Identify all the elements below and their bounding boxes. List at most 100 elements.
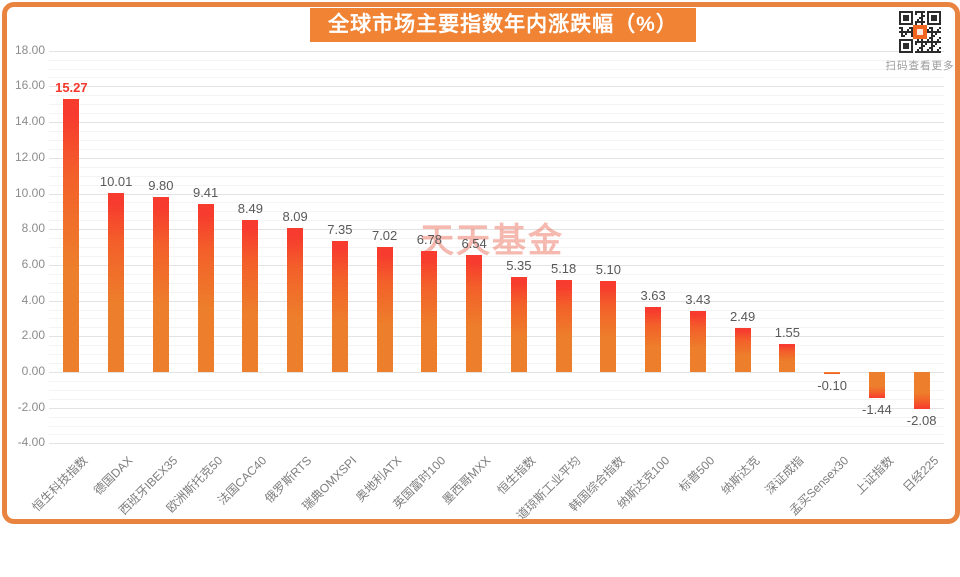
major-gridline	[49, 86, 944, 88]
bar-value-label: 7.02	[371, 227, 398, 243]
bar	[824, 372, 841, 374]
minor-gridline	[49, 416, 944, 418]
bar	[421, 250, 438, 372]
bar	[779, 344, 796, 372]
bar	[734, 327, 751, 372]
y-axis-tick-label: 6.00	[21, 256, 45, 271]
major-gridline	[49, 264, 944, 266]
major-gridline	[49, 407, 944, 409]
minor-gridline	[49, 255, 944, 257]
minor-gridline	[49, 327, 944, 329]
minor-gridline	[49, 434, 944, 436]
bar-value-label: 8.49	[237, 201, 264, 217]
minor-gridline	[49, 104, 944, 106]
minor-gridline	[49, 202, 944, 204]
bar-value-label: 6.54	[461, 236, 487, 252]
minor-gridline	[49, 291, 944, 293]
bar-value-label: 3.43	[685, 291, 711, 307]
bar	[197, 204, 214, 372]
minor-gridline	[49, 354, 944, 356]
major-gridline	[49, 336, 944, 338]
bar	[242, 220, 259, 372]
major-gridline	[49, 443, 944, 445]
minor-gridline	[49, 175, 944, 177]
minor-gridline	[49, 211, 944, 213]
y-axis-tick-label: 14.00	[14, 114, 45, 129]
qr-caption: 扫码查看更多	[885, 60, 955, 72]
minor-gridline	[49, 95, 944, 97]
y-axis-tick-label: 10.00	[14, 185, 45, 200]
minor-gridline	[49, 238, 944, 240]
major-gridline	[49, 50, 944, 52]
qr-block: 扫码查看更多	[884, 9, 956, 73]
minor-gridline	[49, 131, 944, 133]
bar-value-label: -1.44	[862, 401, 892, 417]
y-axis-tick-label: 4.00	[21, 292, 45, 307]
y-axis-tick-label: 12.00	[14, 149, 45, 164]
minor-gridline	[49, 273, 944, 275]
bar	[287, 227, 304, 372]
qr-code-icon	[899, 9, 941, 53]
bar-value-label: 15.27	[55, 80, 88, 96]
bar-value-label: -0.10	[817, 377, 847, 393]
major-gridline	[49, 157, 944, 159]
minor-gridline	[49, 77, 944, 79]
bar	[868, 372, 885, 398]
minor-gridline	[49, 184, 944, 186]
minor-gridline	[49, 113, 944, 115]
bar	[645, 307, 662, 372]
bar-value-label: 7.35	[327, 221, 353, 237]
major-gridline	[49, 229, 944, 231]
minor-gridline	[49, 247, 944, 249]
bar-value-label: 5.35	[506, 257, 532, 273]
y-axis-tick-label: -2.00	[17, 399, 45, 414]
bar	[63, 99, 80, 372]
major-gridline	[49, 193, 944, 195]
bar	[689, 310, 706, 372]
minor-gridline	[49, 139, 944, 141]
bar-value-label: -2.08	[906, 413, 937, 429]
minor-gridline	[49, 363, 944, 365]
minor-gridline	[49, 68, 944, 70]
major-gridline	[49, 300, 944, 302]
minor-gridline	[49, 282, 944, 284]
bar-value-label: 5.18	[550, 260, 577, 276]
y-axis-tick-label: 16.00	[14, 78, 45, 93]
minor-gridline	[49, 345, 944, 347]
chart-title: 全球市场主要指数年内涨跌幅（%）	[310, 8, 696, 42]
bar-value-label: 1.55	[774, 325, 801, 341]
bar-value-label: 5.10	[595, 261, 622, 277]
bar-value-label: 10.01	[99, 174, 133, 190]
bar-chart-plot-area: 18.00 16.00 14.00 12.00 10.00 8.00 6.00 4.00 2.0…	[14, 42, 944, 523]
chart-card: 18.00 16.00 14.00 12.00 10.00 8.00 6.00 4.00 2.0…	[2, 2, 960, 524]
minor-gridline	[49, 398, 944, 400]
bar	[331, 240, 348, 372]
major-gridline	[49, 122, 944, 124]
watermark: 天天基金	[420, 222, 564, 260]
bar	[376, 246, 393, 372]
y-axis-tick-label: 2.00	[21, 328, 45, 343]
y-axis-tick-label: 18.00	[14, 42, 45, 57]
bar	[466, 255, 483, 372]
bar-value-label: 6.78	[416, 231, 443, 247]
bar-value-label: 8.09	[282, 208, 308, 224]
y-axis-tick-label: -4.00	[17, 435, 45, 450]
bar	[510, 276, 527, 372]
minor-gridline	[49, 318, 944, 320]
bar	[152, 197, 169, 372]
minor-gridline	[49, 148, 944, 150]
minor-gridline	[49, 389, 944, 391]
major-gridline	[49, 372, 944, 373]
bar	[555, 279, 572, 372]
bar	[108, 193, 125, 372]
bar	[913, 372, 930, 410]
minor-gridline	[49, 425, 944, 427]
bar-value-label: 9.41	[192, 185, 219, 201]
minor-gridline	[49, 220, 944, 222]
minor-gridline	[49, 309, 944, 311]
y-axis-tick-label: 8.00	[21, 221, 45, 236]
bar	[600, 280, 617, 372]
bar-value-label: 2.49	[729, 308, 756, 324]
minor-gridline	[49, 380, 944, 382]
bar-value-label: 3.63	[640, 288, 666, 304]
